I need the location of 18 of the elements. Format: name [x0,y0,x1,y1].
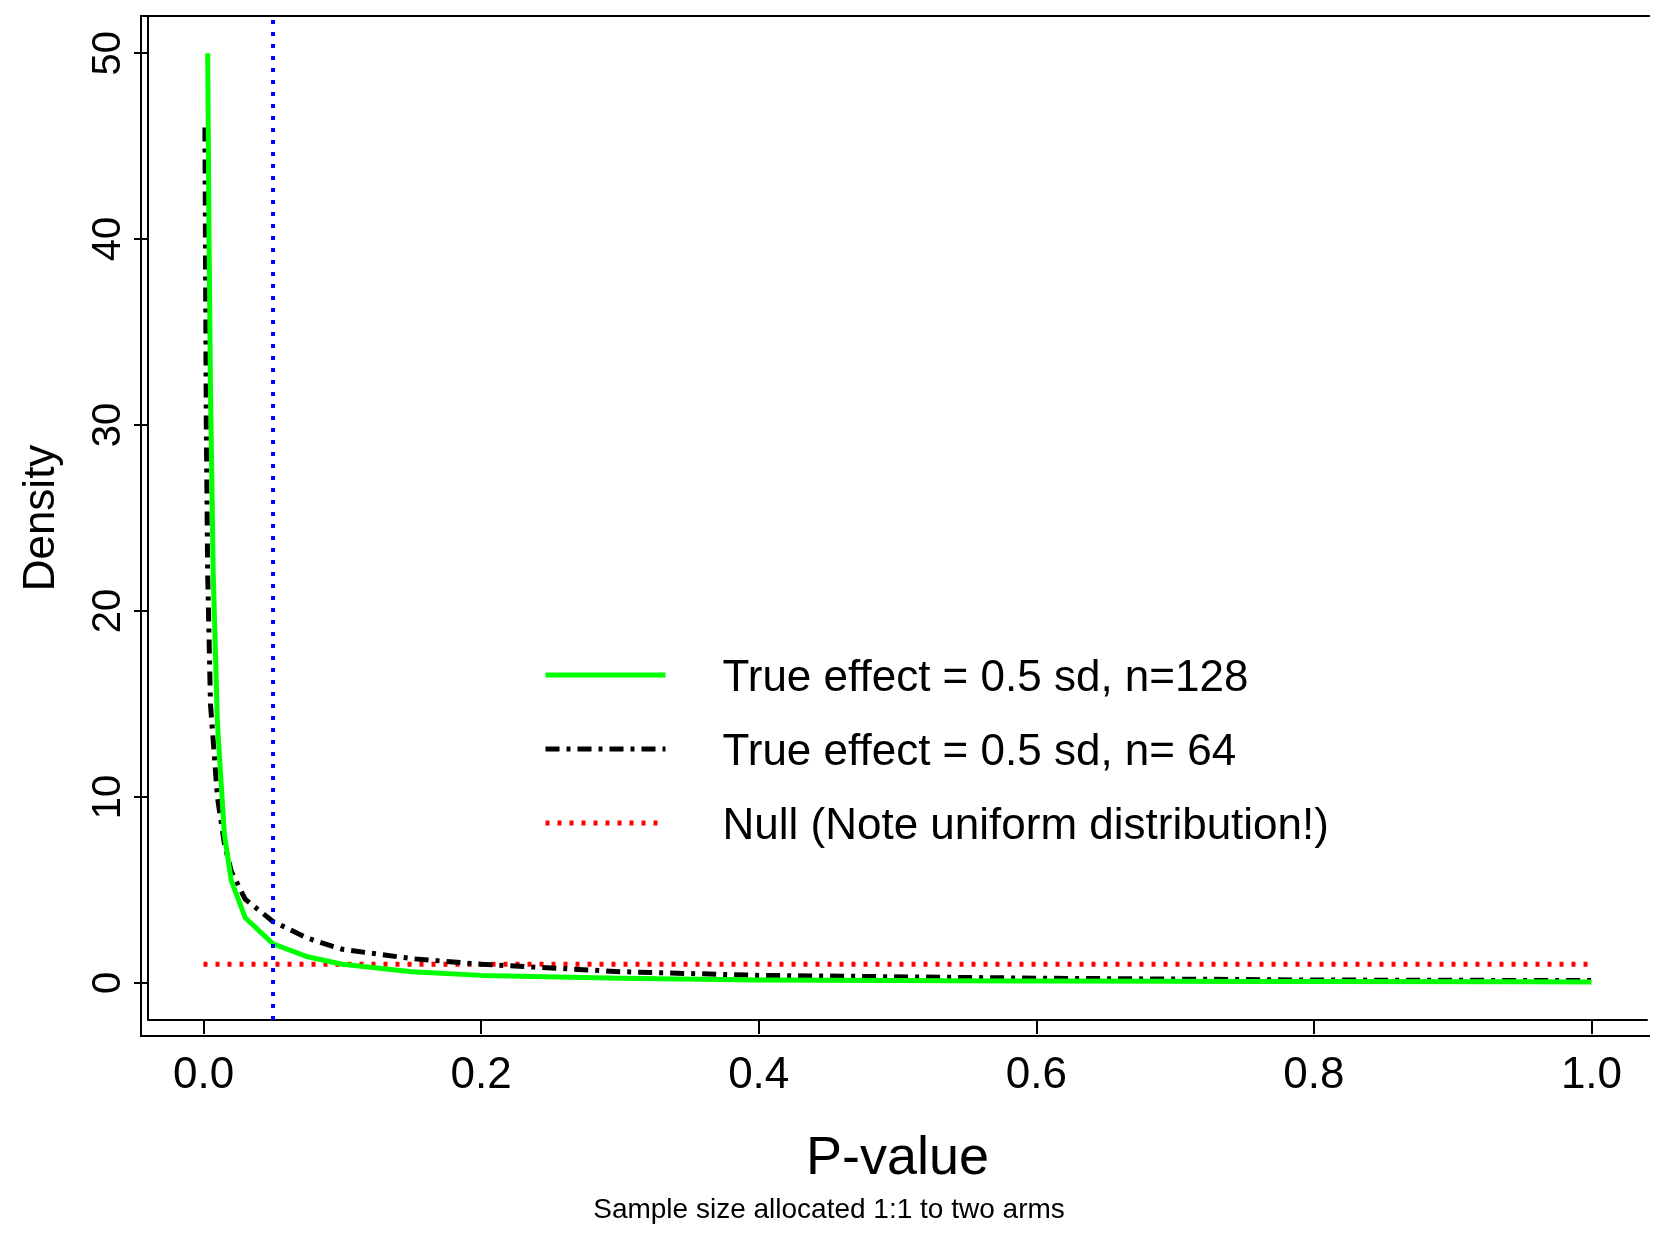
x-tick-label: 0.0 [172,1047,235,1097]
y-tick-label: 20 [84,588,128,634]
y-tick-label: 50 [84,30,128,76]
y-tick-label: 0 [84,971,128,994]
x-axis-title: P-value [805,1125,990,1185]
y-tick-label: 30 [84,402,128,448]
x-tick-label: 0.2 [450,1047,512,1097]
legend-label: Null (Note uniform distribution!) [722,798,1329,848]
x-tick-label: 0.4 [728,1047,790,1097]
y-axis-title: Density [13,444,63,592]
legend-label: True effect = 0.5 sd, n=128 [722,650,1249,700]
x-tick-label: 1.0 [1560,1047,1623,1097]
y-tick-label: 10 [84,774,128,820]
x-tick-label: 0.6 [1005,1047,1067,1097]
text: Sample size allocated 1:1 to two arms [593,1192,1065,1224]
x-tick-label: 0.8 [1283,1047,1345,1097]
legend-label: True effect = 0.5 sd, n= 64 [722,724,1237,774]
y-tick-label: 40 [84,216,128,262]
